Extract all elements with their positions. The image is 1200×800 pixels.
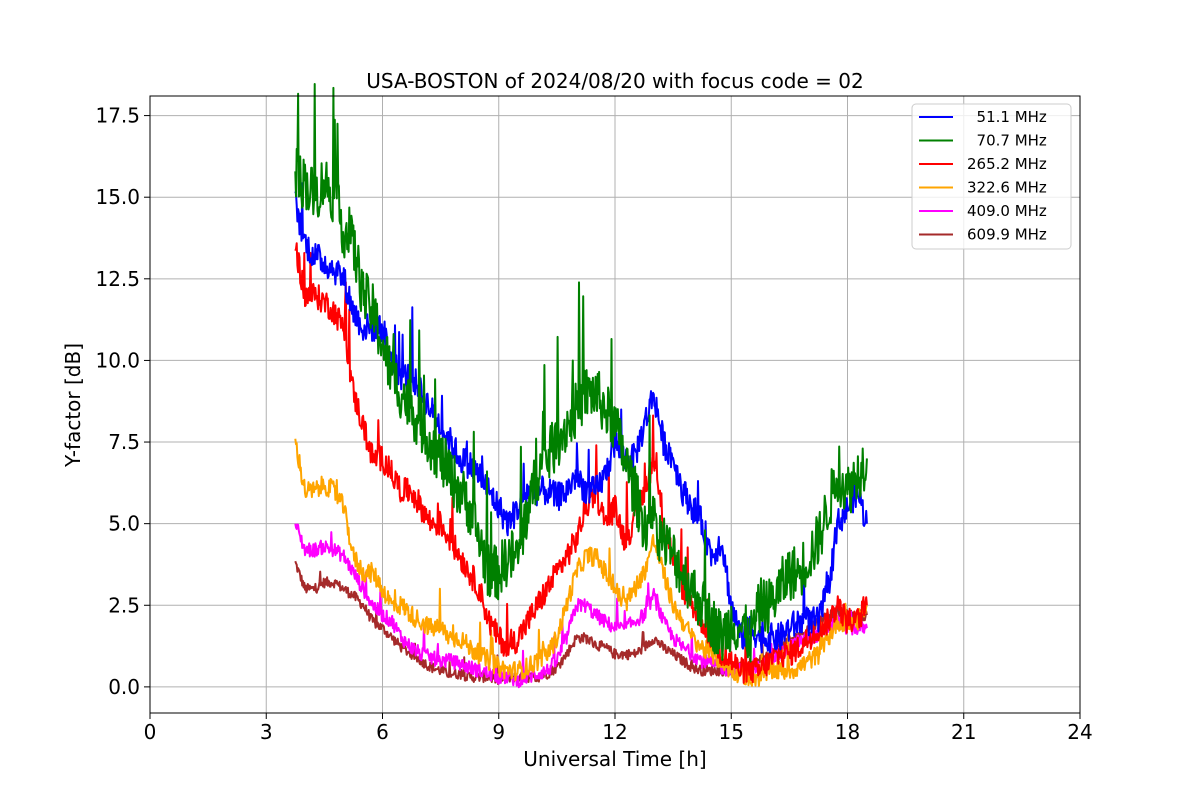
legend-label: 409.0 MHz: [967, 202, 1047, 220]
legend-label: 609.9 MHz: [967, 226, 1047, 244]
x-tick-label: 3: [260, 720, 273, 744]
chart-title: USA-BOSTON of 2024/08/20 with focus code…: [366, 69, 863, 93]
x-tick-label: 15: [719, 720, 744, 744]
legend-label: 70.7 MHz: [967, 132, 1047, 150]
y-tick-label: 12.5: [95, 267, 140, 291]
y-axis-label: Y-factor [dB]: [61, 343, 85, 468]
x-tick-label: 21: [951, 720, 976, 744]
y-tick-label: 15.0: [95, 185, 140, 209]
x-tick-label: 0: [144, 720, 157, 744]
x-axis-label: Universal Time [h]: [523, 747, 706, 771]
x-tick-label: 12: [602, 720, 627, 744]
y-tick-label: 17.5: [95, 104, 140, 128]
series-line-3: [294, 242, 868, 684]
legend: 51.1 MHz 70.7 MHz 265.2 MHz 322.6 MHz 409.0…: [911, 103, 1072, 250]
x-axis: 0 3 6 9 12 15 18 21 24: [144, 713, 1093, 744]
y-tick-label: 0.0: [108, 675, 140, 699]
legend-label: 51.1 MHz: [967, 108, 1047, 126]
x-tick-label: 9: [492, 720, 505, 744]
legend-label: 265.2 MHz: [967, 155, 1047, 173]
series-layer: [294, 83, 868, 689]
y-tick-label: 5.0: [108, 512, 140, 536]
y-axis: 0.0 2.5 5.0 7.5 10.0 12.5 15.0 17.5: [95, 104, 150, 699]
x-tick-label: 24: [1067, 720, 1092, 744]
y-tick-label: 2.5: [108, 593, 140, 617]
series-line-1: [294, 182, 868, 654]
series-line-2: [294, 83, 868, 663]
series-line-5: [294, 523, 868, 689]
y-tick-label: 7.5: [108, 430, 140, 454]
x-tick-label: 18: [835, 720, 860, 744]
x-tick-label: 6: [376, 720, 389, 744]
y-tick-label: 10.0: [95, 348, 140, 372]
legend-label: 322.6 MHz: [967, 179, 1047, 197]
